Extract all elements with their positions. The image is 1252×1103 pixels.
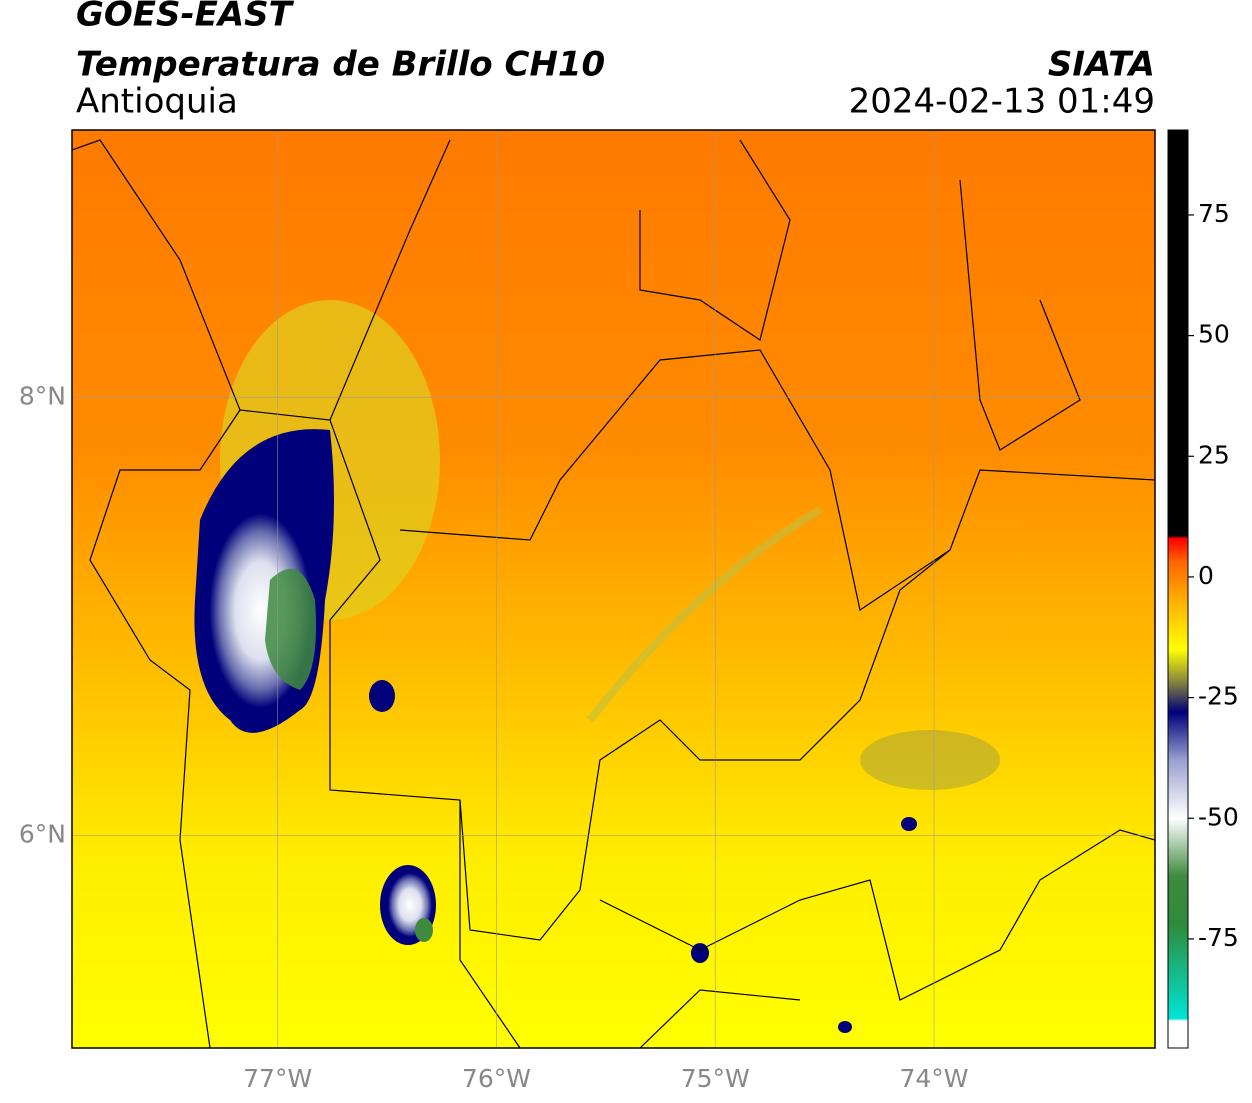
colorbar	[1167, 129, 1189, 1049]
colorbar-tick-label: -50	[1198, 802, 1239, 831]
colorbar-tick-label: -25	[1198, 682, 1239, 711]
subtitle: Temperatura de Brillo CH10	[76, 45, 605, 85]
map-frame	[71, 129, 1156, 1049]
region: Antioquia	[76, 82, 238, 122]
title: GOES-EAST	[76, 0, 295, 35]
colorbar-tick-label: 75	[1198, 199, 1230, 228]
y-tick-label: 6°N	[19, 819, 66, 848]
map-image	[72, 130, 1155, 1048]
colorbar-tick-label: 50	[1198, 320, 1230, 349]
x-tick-label: 76°W	[462, 1064, 531, 1093]
x-tick-label: 75°W	[681, 1064, 750, 1093]
colorbar-tick-label: -75	[1198, 923, 1239, 952]
colorbar-tick-label: 25	[1198, 440, 1230, 469]
x-tick-label: 77°W	[243, 1064, 312, 1093]
datetime: 2024-02-13 01:49	[849, 82, 1155, 122]
source: SIATA	[1048, 45, 1155, 85]
colorbar-tick-label: 0	[1198, 561, 1214, 590]
grid	[72, 130, 1155, 1048]
y-tick-label: 8°N	[19, 381, 66, 410]
x-tick-label: 74°W	[900, 1064, 969, 1093]
